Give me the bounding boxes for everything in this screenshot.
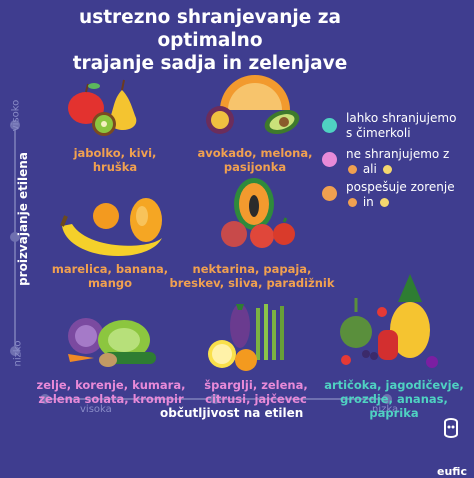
x-axis-dot-left — [40, 394, 50, 404]
cell-r3c2-label: šparglji, zelena, citrusi, jajčevec — [204, 378, 308, 406]
legend-orange-bullet — [322, 186, 337, 201]
title-line-2: trajanje sadja in zelenjave — [72, 53, 348, 74]
eufic-logo-icon — [444, 418, 458, 438]
legend-teal-bullet — [322, 118, 337, 133]
legend-item-1: lahko shranjujemo s čimerkoli — [346, 111, 457, 140]
x-axis-low-label: nizka — [372, 404, 399, 415]
papaya-nectarine-tomato-illustration — [221, 178, 295, 248]
x-axis-dot-right — [382, 394, 392, 404]
y-axis-high-label: visoko — [10, 99, 22, 132]
eufic-logo: eufic — [437, 416, 467, 478]
cell-r1c2-label: avokado, melona, pasijonka — [197, 146, 313, 174]
legend-yellow-dot-2 — [379, 198, 389, 207]
x-axis-high-label: visoka — [80, 404, 112, 415]
asparagus-eggplant-citrus-illustration — [208, 304, 284, 371]
cell-r2c2-label: nektarina, papaja, breskev, sliva, parad… — [169, 262, 335, 290]
cell-r2c1-label: marelica, banana, mango — [51, 262, 169, 290]
y-axis-low-label: nizko — [12, 340, 24, 367]
x-axis-dot-mid — [210, 394, 220, 404]
cell-r3c3-label: artičoka, jagodičevje, grozdje, ananas, … — [324, 378, 464, 420]
banana-apricot-mango-illustration — [60, 198, 162, 257]
y-axis-title: proizvajanje etilena — [15, 152, 30, 286]
cabbage-carrot-cucumber-illustration — [68, 318, 156, 367]
legend-item-3: pospešuje zorenje in — [346, 180, 455, 209]
y-axis-dot-top — [10, 120, 20, 130]
legend-orange-dot-2 — [348, 198, 357, 207]
legend-pink-bullet — [322, 152, 337, 167]
cell-r3c1-label: zelje, korenje, kumara, zelena solata, k… — [36, 378, 186, 406]
title-line-1: ustrezno shranjevanje za optimalno — [79, 7, 341, 51]
x-axis-title: občutljivost na etilen — [160, 406, 304, 420]
y-axis-dot-bottom — [10, 346, 20, 356]
artichoke-berries-pineapple-illustration — [340, 274, 438, 368]
y-axis-dot-mid — [10, 232, 20, 242]
legend-item-2: ne shranjujemo z ali — [346, 147, 450, 176]
avocado-melon-passionfruit-illustration — [206, 75, 300, 135]
apple-pear-kiwi-illustration — [68, 79, 137, 136]
legend-yellow-dot — [382, 165, 392, 174]
legend-orange-dot — [348, 165, 357, 174]
page-title: ustrezno shranjevanje za optimalno traja… — [40, 6, 380, 75]
cell-r1c1-label: jabolko, kivi, hruška — [73, 146, 157, 174]
